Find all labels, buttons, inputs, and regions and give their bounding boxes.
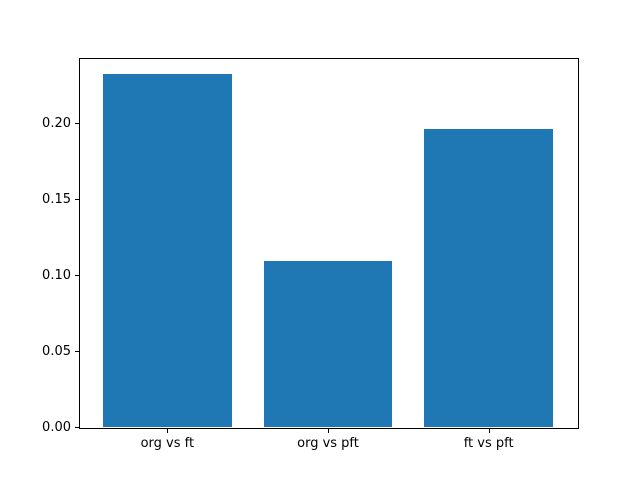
x-tick-label: org vs pft — [297, 436, 359, 451]
x-tick-label: org vs ft — [140, 436, 195, 451]
y-tick-label: 0.00 — [42, 420, 71, 435]
x-tick-mark — [488, 429, 490, 433]
y-tick-mark — [75, 275, 79, 277]
y-tick-mark — [75, 351, 79, 352]
x-tick-mark — [328, 429, 329, 433]
bar-org-vs-pft — [263, 261, 393, 427]
y-tick-label: 0.10 — [42, 268, 71, 284]
y-tick-label: 0.20 — [42, 116, 71, 132]
bar-org-vs-ft — [103, 74, 232, 427]
bar-ft-vs-pft — [424, 129, 553, 427]
y-tick-mark — [75, 123, 79, 125]
y-tick-label: 0.15 — [42, 192, 71, 208]
y-tick-label: 0.05 — [42, 344, 71, 359]
x-tick-label: ft vs pft — [463, 436, 514, 451]
y-tick-mark — [75, 199, 79, 201]
x-tick-mark — [167, 429, 169, 433]
y-tick-mark — [75, 427, 79, 428]
